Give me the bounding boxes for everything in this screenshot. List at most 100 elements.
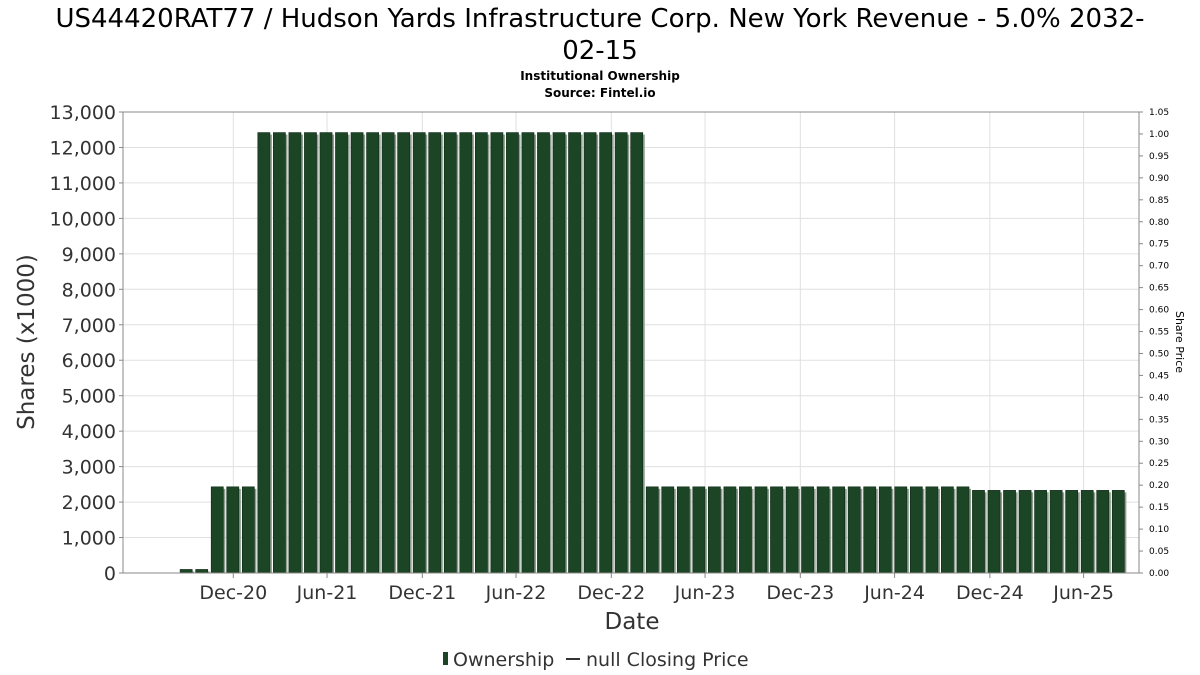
ownership-bar xyxy=(941,486,954,574)
y2-tick-label: 0.80 xyxy=(1149,218,1169,228)
y2-tick-label: 0.45 xyxy=(1149,371,1169,381)
chart-title-line2: 02-15 xyxy=(562,36,638,66)
x-tick-label: Jun-23 xyxy=(674,582,736,604)
ownership-bar xyxy=(521,132,535,574)
ownership-bar xyxy=(972,490,985,574)
ownership-bar xyxy=(288,132,302,574)
chart-subtitle: Institutional Ownership xyxy=(520,69,680,83)
ownership-bar xyxy=(723,486,737,574)
y2-tick-label: 0.95 xyxy=(1149,152,1169,162)
x-tick-label: Jun-25 xyxy=(1052,582,1114,604)
y2-tick-label: 1.00 xyxy=(1149,130,1169,140)
ownership-bar xyxy=(335,132,348,574)
y-tick-label: 8,000 xyxy=(62,279,116,301)
ownership-bar xyxy=(568,132,581,574)
y2-tick-label: 0.90 xyxy=(1149,174,1169,184)
ownership-bar xyxy=(614,132,628,574)
x-tick-label: Jun-22 xyxy=(485,582,547,604)
ownership-bar xyxy=(692,486,706,574)
y-tick-label: 7,000 xyxy=(62,315,116,337)
ownership-bar xyxy=(412,132,426,574)
legend-ownership-label: Ownership xyxy=(453,649,554,671)
ownership-bar xyxy=(630,132,644,574)
chart-source: Source: Fintel.io xyxy=(544,86,655,100)
y-tick-label: 10,000 xyxy=(50,208,116,230)
y2-axis-title: Share Price xyxy=(1173,311,1186,373)
ownership-bar xyxy=(459,132,473,574)
y2-tick-label: 1.05 xyxy=(1149,108,1169,118)
ownership-bar xyxy=(443,132,457,574)
ownership-bar xyxy=(785,486,799,574)
legend-ownership-swatch xyxy=(443,652,448,665)
y2-tick-label: 0.25 xyxy=(1149,459,1169,469)
ownership-bar xyxy=(1111,490,1125,574)
y2-tick-label: 0.20 xyxy=(1149,481,1169,491)
ownership-bar xyxy=(645,486,659,574)
y2-tick-label: 0.65 xyxy=(1149,284,1169,294)
ownership-bar xyxy=(210,486,224,574)
y-tick-label: 11,000 xyxy=(50,173,116,195)
y-axis-ticks: 0 1,000 2,000 3,000 4,000 5,000 6,000 7,000 8,00… xyxy=(50,102,123,585)
ownership-bar xyxy=(490,132,504,574)
ownership-bar xyxy=(195,569,209,574)
ownership-bar xyxy=(304,132,317,574)
ownership-bar xyxy=(832,486,846,574)
x-axis-ticks: Dec-20 Jun-21 Dec-21 Jun-22 Dec-22 Jun-23 Dec-… xyxy=(199,573,1114,604)
ownership-bar xyxy=(739,486,752,574)
ownership-bar xyxy=(257,132,271,574)
ownership-bar xyxy=(428,132,442,574)
y-tick-label: 2,000 xyxy=(62,492,116,514)
y2-tick-label: 0.75 xyxy=(1149,240,1169,250)
y-axis-title: Shares (x1000) xyxy=(14,254,40,430)
y2-tick-label: 0.35 xyxy=(1149,415,1169,425)
ownership-bar xyxy=(1065,490,1079,574)
y-tick-label: 13,000 xyxy=(50,102,116,124)
ownership-bar xyxy=(537,132,550,574)
plot-border xyxy=(122,111,1140,574)
ownership-bar xyxy=(816,486,830,574)
ownership-bar xyxy=(708,486,721,574)
legend: Ownership null Closing Price xyxy=(443,649,749,671)
ownership-bar xyxy=(226,486,240,574)
x-tick-label: Dec-22 xyxy=(577,582,645,604)
bars xyxy=(179,132,1127,574)
y2-axis-ticks: 0.00 0.05 0.10 0.15 0.20 0.25 0.30 0.35 0.40 0.45… xyxy=(1139,108,1169,579)
y2-tick-label: 0.10 xyxy=(1149,525,1169,535)
y2-tick-label: 0.15 xyxy=(1149,503,1169,513)
y2-tick-label: 0.00 xyxy=(1149,569,1169,579)
ownership-bar xyxy=(987,490,1001,574)
ownership-bar xyxy=(350,132,364,574)
y-tick-label: 5,000 xyxy=(62,386,116,408)
ownership-bar xyxy=(273,132,286,574)
x-tick-label: Jun-21 xyxy=(296,582,358,604)
ownership-bar xyxy=(661,486,675,574)
x-tick-label: Dec-21 xyxy=(388,582,456,604)
x-tick-label: Jun-24 xyxy=(863,582,925,604)
y2-tick-label: 0.55 xyxy=(1149,328,1169,338)
y2-tick-label: 0.70 xyxy=(1149,262,1169,272)
y2-tick-label: 0.30 xyxy=(1149,437,1169,447)
y-tick-label: 1,000 xyxy=(62,528,116,550)
y2-tick-label: 0.05 xyxy=(1149,547,1169,557)
ownership-bar xyxy=(397,132,411,574)
legend-price-label: null Closing Price xyxy=(586,649,749,671)
y-tick-label: 3,000 xyxy=(62,457,116,479)
ownership-bar xyxy=(676,486,690,574)
x-tick-label: Dec-20 xyxy=(199,582,267,604)
ownership-bar xyxy=(599,132,612,574)
ownership-bar xyxy=(925,486,939,574)
ownership-bar xyxy=(754,486,768,574)
ownership-bar xyxy=(1034,490,1047,574)
ownership-bar xyxy=(241,486,255,574)
y-tick-label: 6,000 xyxy=(62,350,116,372)
ownership-bar xyxy=(1049,490,1063,574)
chart-title-line1: US44420RAT77 / Hudson Yards Infrastructu… xyxy=(55,4,1144,34)
ownership-bar xyxy=(179,569,193,574)
x-tick-label: Dec-23 xyxy=(766,582,834,604)
ownership-bar xyxy=(552,132,566,574)
ownership-bar xyxy=(770,486,783,574)
ownership-bar xyxy=(878,486,892,574)
ownership-bar xyxy=(1080,490,1094,574)
ownership-bar xyxy=(583,132,597,574)
